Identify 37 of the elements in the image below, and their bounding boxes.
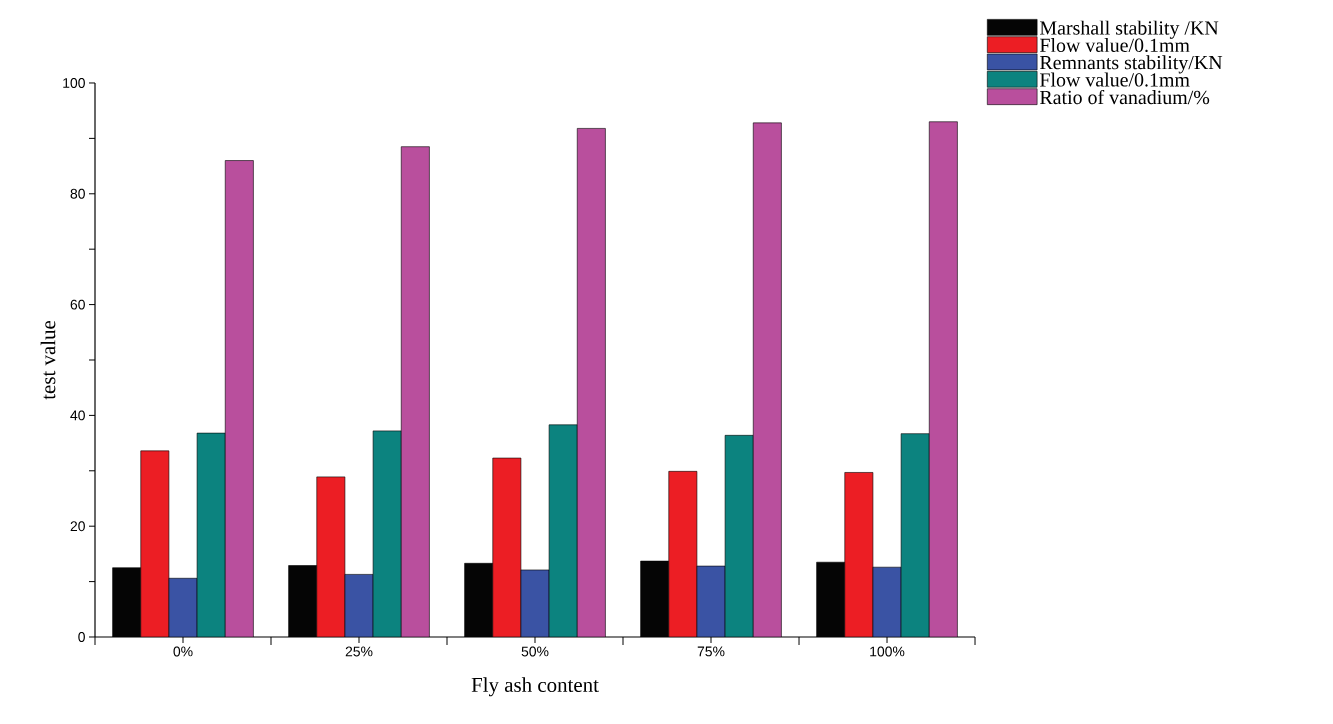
bar (168, 577, 198, 637)
bar (196, 432, 226, 637)
x-axis-title: Fly ash content (471, 677, 599, 697)
bar (548, 424, 578, 637)
x-tick-label: 0% (173, 646, 193, 657)
bar (668, 471, 698, 637)
y-axis-title: test value (40, 320, 56, 400)
bar (844, 472, 874, 637)
y-tick-label: 80 (70, 188, 85, 199)
y-tick-label: 0 (78, 632, 85, 642)
legend-label: Flow value/0.1mm (1039, 72, 1190, 87)
legend-label: Flow value/0.1mm (1039, 37, 1190, 53)
y-tick-label: 100 (63, 78, 85, 88)
x-tick-label: 25% (345, 646, 373, 657)
x-tick-label: 75% (697, 646, 725, 657)
bar (372, 430, 402, 637)
bar (900, 433, 930, 637)
x-tick-label: 50% (521, 646, 549, 657)
y-tick-label: 40 (70, 410, 85, 421)
bar (696, 565, 726, 637)
bar (224, 160, 254, 637)
y-tick-label: 60 (70, 299, 85, 310)
bar (140, 450, 170, 637)
legend-label: Marshall stability /KN (1039, 20, 1219, 39)
bar (400, 146, 430, 637)
bar (872, 566, 902, 637)
y-tick-label: 20 (70, 521, 85, 532)
bar (492, 457, 522, 637)
bar (576, 128, 606, 637)
bar (724, 435, 754, 637)
bar (520, 569, 550, 637)
legend-label: Ratio of vanadium/% (1039, 89, 1210, 105)
bar (344, 574, 374, 637)
bar (928, 121, 958, 637)
bar (752, 122, 782, 637)
x-tick-label: 100% (870, 646, 905, 657)
bar (316, 476, 346, 637)
